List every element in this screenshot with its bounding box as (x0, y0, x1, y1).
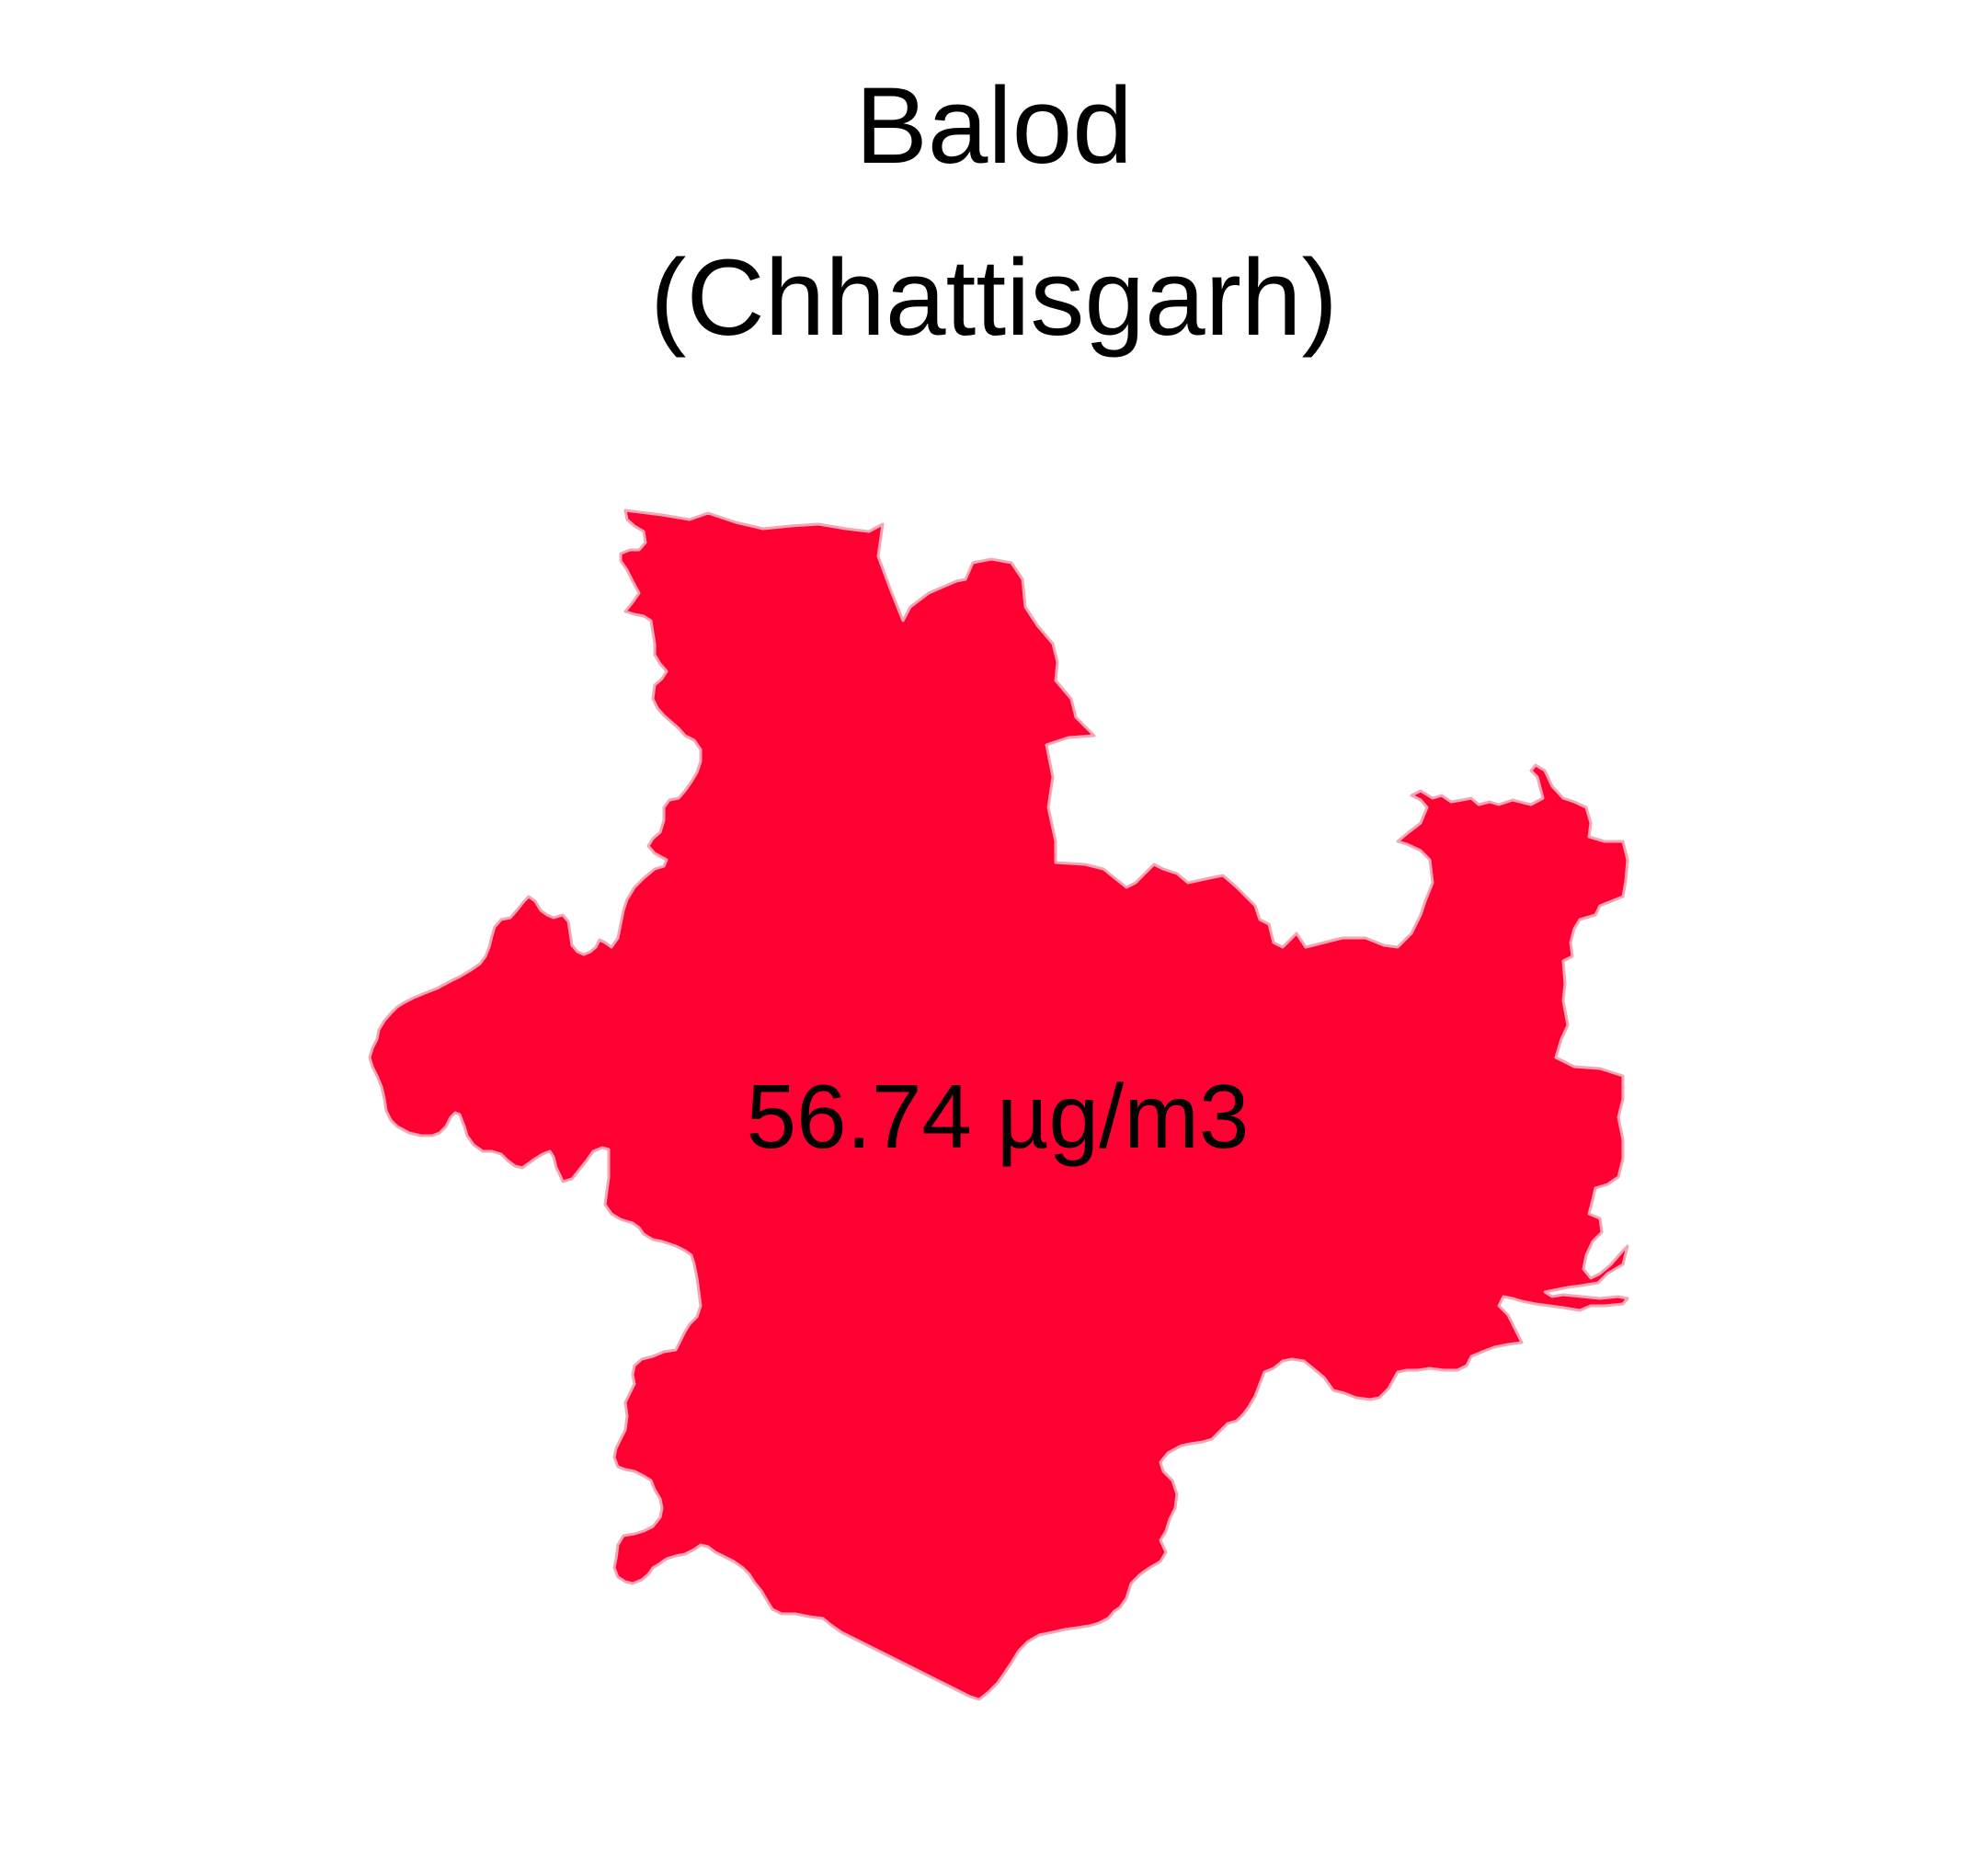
map-title-district: Balod (855, 65, 1133, 187)
district-region-balod (368, 509, 1629, 1701)
region-value-label: 56.74 µg/m3 (747, 1066, 1250, 1167)
map-title-state: (Chhattisgarh) (650, 237, 1338, 359)
